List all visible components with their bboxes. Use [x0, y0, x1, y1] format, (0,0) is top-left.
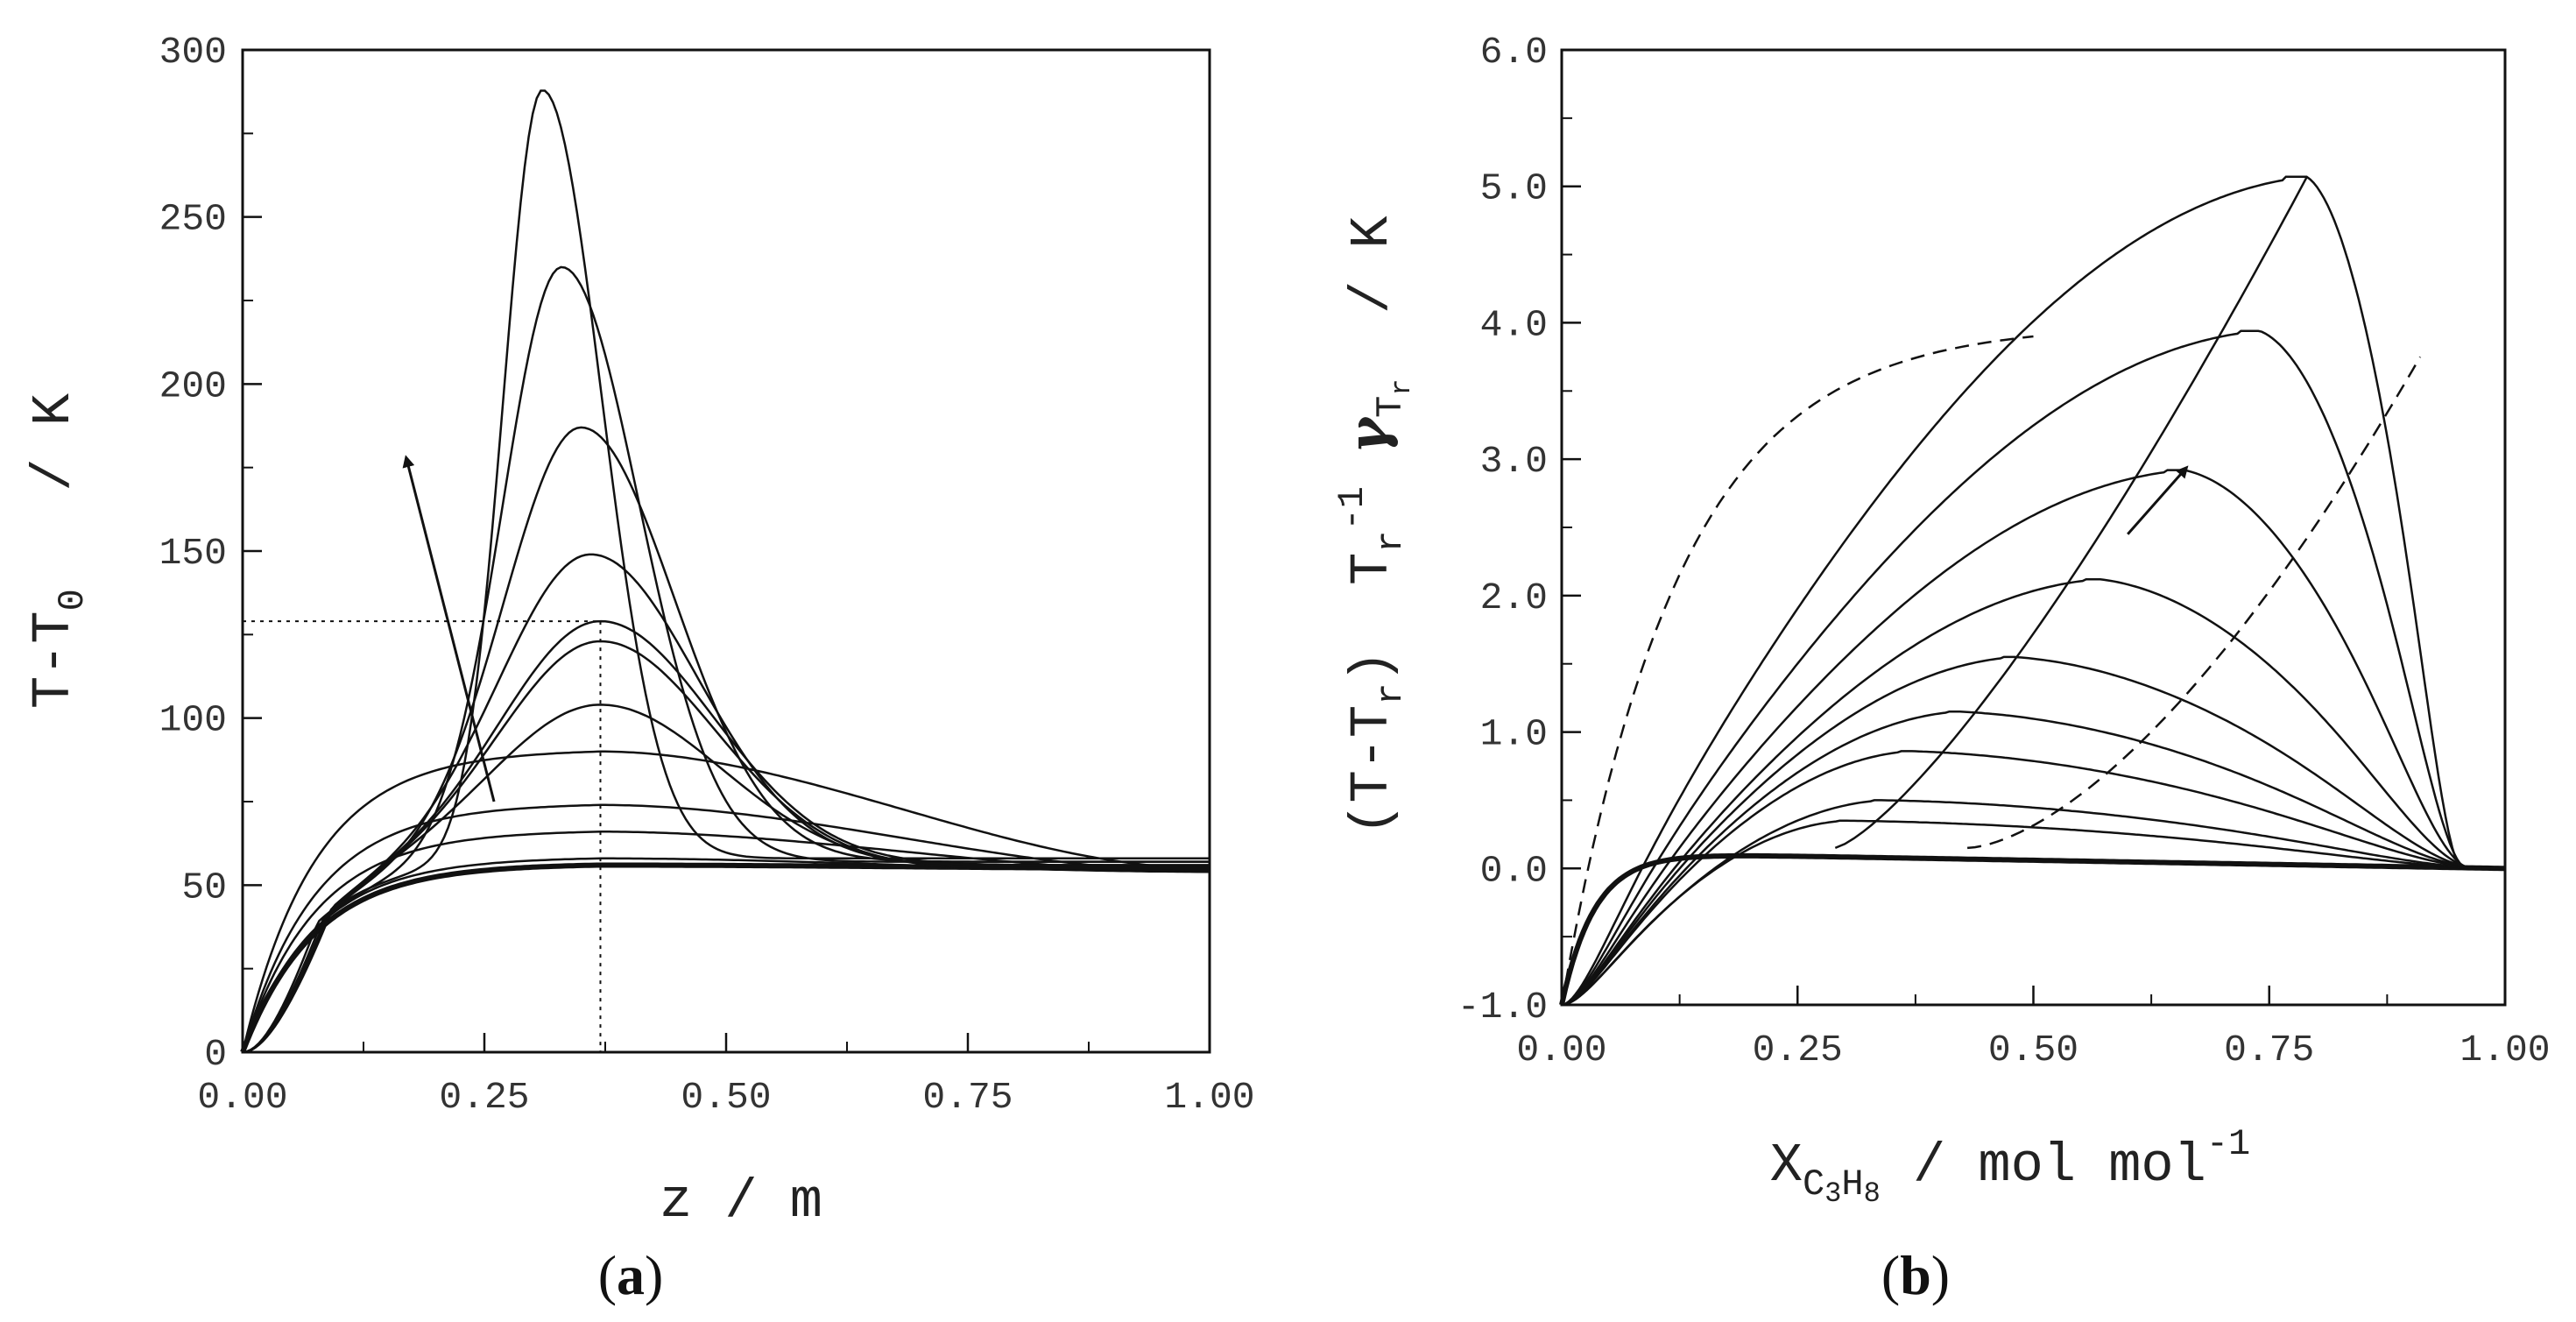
b-curve-b7: [1561, 577, 2477, 1007]
panel-a-label: (a): [598, 1244, 664, 1306]
panel-a-frame: [241, 48, 1211, 1054]
b-curve-b9: [1561, 329, 2468, 1007]
a-ytick-label: 50: [181, 866, 227, 908]
panel-b-xlabel: XC3H8 / mol mol-1: [1770, 1123, 2251, 1210]
a-curve-c5: [241, 750, 1210, 1053]
b-curve-b8: [1561, 469, 2473, 1007]
b-curve-b3: [1561, 799, 2496, 1007]
a-ytick-label: 0: [204, 1033, 227, 1076]
b-ytick-label: 1.0: [1480, 713, 1548, 756]
b-xtick-label: 0.75: [2224, 1029, 2314, 1071]
a-curve-c7: [242, 640, 1210, 1054]
a-curve-c10: [242, 426, 1210, 1054]
a-curve-baseline: [240, 862, 1210, 1054]
b-xtick-label: 0.00: [1516, 1029, 1606, 1071]
panel-b-ticks: 0.00 0.25 0.50 0.75 1.00 -1.0 0.0 1.0 2.0 3.0 4.0 5…: [1457, 31, 2551, 1071]
b-xtick-label: 0.25: [1753, 1029, 1843, 1071]
b-ytick-label: 5.0: [1480, 167, 1548, 210]
a-curve-c9: [242, 553, 1210, 1054]
b-xtick-label: 1.00: [2460, 1029, 2550, 1071]
a-curve-c12: [242, 89, 1210, 1054]
b-arrow-line: [2127, 465, 2189, 535]
b-dashed-left: [1560, 335, 2034, 1006]
b-ytick-label: 0.0: [1480, 849, 1548, 892]
a-xtick-label: 0.00: [197, 1076, 287, 1119]
b-peak-locus: [1834, 176, 2308, 850]
b-curve-b2: [1561, 819, 2501, 1007]
b-dashed-right: [1966, 356, 2422, 850]
b-curve-b6: [1561, 655, 2482, 1007]
b-curve-b10: [1561, 175, 2464, 1007]
a-ytick-label: 150: [159, 532, 227, 575]
panel-b-curves: [1559, 175, 2506, 1007]
a-curve-c6: [242, 703, 1210, 1054]
panel-a-curves: [240, 89, 1210, 1054]
a-arrow-line: [402, 455, 496, 802]
a-xtick-label: 0.25: [439, 1076, 529, 1119]
b-curve-b5: [1561, 710, 2487, 1007]
panel-a-arrow: [402, 455, 496, 802]
a-xtick-label: 1.00: [1164, 1076, 1254, 1119]
panel-b: 0.00 0.25 0.50 0.75 1.00 -1.0 0.0 1.0 2.0 3.0 4.0 5…: [1331, 31, 2551, 1306]
panel-a-reference-lines: [243, 620, 602, 1052]
panel-a-ylabel: T-T0 / K: [23, 392, 94, 709]
b-ytick-label: 4.0: [1480, 303, 1548, 346]
b-curve-b4: [1561, 750, 2491, 1007]
a-xtick-label: 0.75: [922, 1076, 1013, 1119]
a-curve-c2: [241, 857, 1210, 1053]
a-ytick-label: 200: [159, 364, 227, 407]
panel-b-label: (b): [1881, 1244, 1950, 1306]
panel-a-ticks: 0.00 0.25 0.50 0.75 1.00 0 50 100 150 200 250 300: [159, 31, 1255, 1119]
b-ytick-label: 3.0: [1480, 440, 1548, 483]
a-curve-c4: [241, 803, 1210, 1053]
panel-a: 0.00 0.25 0.50 0.75 1.00 0 50 100 150 200 250 300 T…: [23, 31, 1255, 1306]
a-ytick-label: 100: [159, 699, 227, 742]
panel-b-arrow: [2127, 465, 2189, 535]
panel-b-ylabel: (T-Tr) Tr-1 γTr / K: [1331, 216, 1418, 836]
a-xtick-label: 0.50: [681, 1076, 771, 1119]
panel-a-xlabel: z / m: [660, 1170, 822, 1233]
a-ytick-label: 300: [159, 31, 227, 74]
b-ytick-label: 6.0: [1480, 31, 1548, 74]
a-curve-c11: [242, 265, 1210, 1054]
a-ytick-label: 250: [159, 198, 227, 241]
b-ytick-label: 2.0: [1480, 576, 1548, 619]
b-xtick-label: 0.50: [1988, 1029, 2078, 1071]
b-curve-baseline: [1559, 852, 2506, 1006]
b-ytick-label: -1.0: [1457, 986, 1548, 1029]
